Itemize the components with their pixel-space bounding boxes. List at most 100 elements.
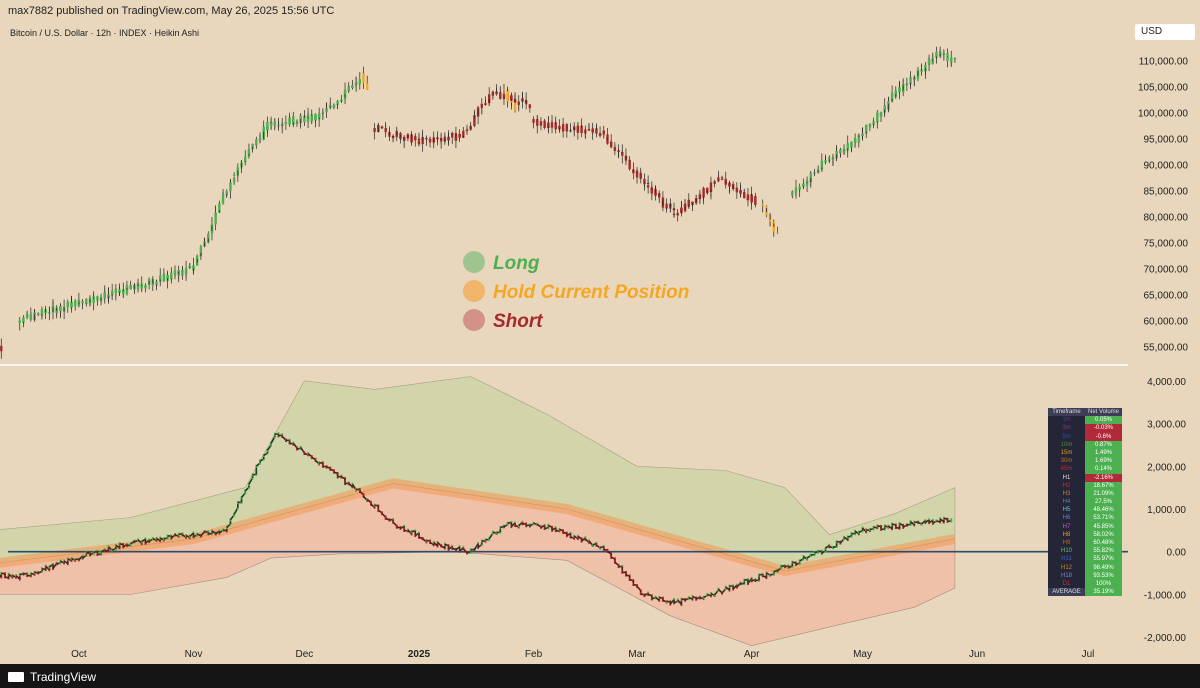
osc-bar	[340, 475, 343, 479]
candle-body	[776, 231, 779, 233]
time-tick-label: Oct	[71, 649, 87, 660]
table-row: H18 93.53%	[1048, 571, 1122, 580]
osc-bar	[455, 548, 457, 552]
candle-body	[317, 113, 321, 118]
table-header-cell: Net Volume	[1085, 408, 1122, 417]
candle-body	[580, 126, 583, 134]
timeframe-cell: 15m	[1048, 448, 1085, 458]
osc-bar	[495, 531, 498, 535]
osc-bar	[843, 535, 845, 539]
osc-bar	[443, 542, 446, 546]
candle-body	[144, 285, 147, 287]
oscillator-series	[0, 432, 953, 606]
signal-legend: Long Hold Current Position Short	[463, 251, 689, 332]
time-tick-label: Mar	[628, 649, 646, 660]
timeframe-cell: H2	[1048, 481, 1085, 490]
table-row: 5m -0.6%	[1048, 432, 1122, 441]
candle-body	[791, 191, 794, 196]
candle-body	[717, 180, 720, 182]
osc-bar	[680, 597, 683, 601]
osc-bar	[484, 538, 487, 542]
osc-bar	[636, 584, 638, 588]
candle-body	[402, 138, 406, 141]
candle-body	[521, 98, 524, 101]
osc-tick-label: 0.00	[1167, 548, 1187, 559]
candle-body	[606, 134, 609, 141]
osc-bar	[832, 545, 834, 549]
candle-body	[565, 128, 569, 132]
net-volume-cell: 48.46%	[1085, 506, 1122, 515]
candle-body	[865, 124, 868, 132]
candle-body	[820, 160, 824, 168]
osc-bar	[22, 572, 25, 576]
candle-body	[731, 188, 735, 190]
time-axis[interactable]: Oct Nov Dec 2025 Feb Mar Apr May Jun Jul	[71, 649, 1094, 660]
osc-bar	[647, 592, 650, 596]
timeframe-cell: H7	[1048, 522, 1085, 531]
candle-body	[406, 134, 410, 136]
candle-body	[199, 246, 203, 253]
candle-body	[547, 122, 550, 127]
table-row: H4 27.5%	[1048, 498, 1122, 507]
candle-body	[447, 137, 450, 141]
candle-body	[321, 112, 325, 114]
net-volume-cell: -2.16%	[1085, 473, 1122, 482]
candle-body	[606, 140, 609, 144]
candle-body	[173, 270, 177, 274]
price-axis[interactable]: 55,000.00 60,000.00 65,000.00 70,000.00 75,0…	[1138, 30, 1188, 353]
osc-bar	[15, 574, 17, 578]
candle-body	[62, 306, 66, 308]
candle-body	[103, 292, 106, 299]
candle-body	[236, 167, 240, 171]
candle-body	[935, 51, 938, 57]
candle-body	[29, 314, 33, 320]
tradingview-logo[interactable]: TradingView	[8, 670, 96, 684]
table-row: H6 53.71%	[1048, 514, 1122, 523]
net-volume-cell: -0.03%	[1085, 424, 1122, 433]
osc-bar	[48, 565, 51, 569]
price-tick-label: 100,000.00	[1138, 108, 1188, 119]
candle-body	[683, 203, 687, 207]
table-header: Timeframe Net Volume	[1048, 408, 1122, 417]
osc-bar	[55, 562, 58, 566]
osc-bar	[898, 522, 901, 526]
net-volume-cell: 35.19%	[1085, 588, 1122, 597]
candle-body	[694, 198, 698, 200]
candle-body	[510, 101, 513, 103]
osc-bar	[931, 521, 934, 525]
candle-body	[938, 52, 942, 54]
timeframe-cell: 1m	[1048, 416, 1085, 425]
osc-bar	[876, 524, 879, 528]
candle-body	[114, 288, 118, 293]
candle-body	[92, 296, 95, 298]
osc-bar	[199, 534, 202, 538]
candle-body	[247, 149, 251, 155]
osc-bar	[691, 595, 694, 599]
candle-body	[735, 187, 739, 193]
candle-body	[698, 194, 702, 198]
net-volume-cell: 58.02%	[1085, 530, 1122, 539]
candle-body	[890, 92, 894, 99]
candle-body	[136, 283, 140, 285]
candle-body	[720, 177, 724, 179]
price-tick-label: 90,000.00	[1144, 160, 1189, 171]
net-volume-cell: 55.82%	[1085, 547, 1122, 556]
osc-bar	[724, 585, 727, 589]
timeframe-cell: H9	[1048, 539, 1085, 548]
osc-bar	[540, 525, 542, 529]
osc-bar	[702, 595, 705, 599]
candle-body	[240, 162, 243, 164]
candle-body	[924, 64, 927, 68]
candle-body	[887, 101, 890, 104]
candle-body	[584, 129, 587, 133]
oscillator-axis[interactable]: 4,000.00 3,000.00 2,000.00 1,000.00 0.00 -1,0…	[1144, 377, 1187, 644]
chart-canvas[interactable]: 55,000.00 60,000.00 65,000.00 70,000.00 75,0…	[0, 0, 1200, 664]
currency-button[interactable]: USD	[1135, 24, 1195, 40]
table-row: H11 55.97%	[1048, 555, 1122, 564]
candle-body	[181, 270, 184, 276]
osc-bar	[747, 582, 749, 586]
candle-body	[768, 219, 772, 222]
candle-body	[713, 181, 716, 184]
candle-body	[517, 101, 520, 105]
candle-body	[329, 105, 332, 107]
